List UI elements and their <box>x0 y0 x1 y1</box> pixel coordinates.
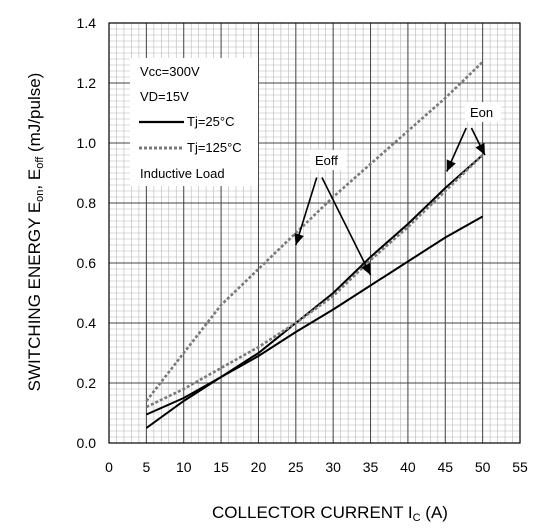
x-axis-title-units: (A) <box>421 503 448 522</box>
eoff-arrow-left-shaft <box>295 177 318 246</box>
y-tick-label: 1.4 <box>77 15 97 31</box>
series-line-0 <box>145 154 484 429</box>
y-tick-label: 0.2 <box>77 375 97 391</box>
legend-vcc: Vcc=300V <box>140 64 200 79</box>
series-line-1 <box>145 215 484 416</box>
eoff-arrow-right-shaft <box>321 177 372 276</box>
tick-labels: 0 5 10 15 20 25 30 35 40 45 50 55 0.0 0.2 0.4 0.6 0.8 1.0… <box>77 15 528 475</box>
x-tick-label: 35 <box>363 459 379 475</box>
legend: Vcc=300V VD=15V Tj=25°C Tj=125°C Inducti… <box>130 58 258 186</box>
x-tick-label: 20 <box>251 459 267 475</box>
eoff-label-background <box>310 150 346 170</box>
eon-annotation: Eon <box>465 102 501 122</box>
y-axis-title-a-subscript: on <box>34 190 46 202</box>
x-tick-label: 30 <box>325 459 341 475</box>
y-tick-label: 0.8 <box>77 195 97 211</box>
y-tick-label: 0.6 <box>77 255 97 271</box>
series-line-3 <box>145 61 484 402</box>
legend-tj25: Tj=25°C <box>187 114 234 129</box>
x-axis-title-subscript: C <box>413 512 421 524</box>
eon-arrow-left-head <box>446 159 456 172</box>
x-axis-title: COLLECTOR CURRENT IC (A) <box>212 503 448 524</box>
plot-frame <box>108 22 521 444</box>
legend-vd: VD=15V <box>140 89 189 104</box>
x-tick-label: 55 <box>512 459 528 475</box>
y-axis-title-a: SWITCHING ENERGY E <box>25 202 44 392</box>
y-axis-title-b-subscript: off <box>34 156 46 169</box>
legend-inductive-load: Inductive Load <box>140 166 225 181</box>
eoff-arrow-left-head <box>294 233 304 245</box>
series-line-2 <box>145 154 484 409</box>
y-tick-label: 1.2 <box>77 75 97 91</box>
y-axis-title-b: , E <box>25 169 44 190</box>
eon-label-background <box>465 102 501 122</box>
annotation-arrows <box>294 127 486 276</box>
y-tick-label: 1.0 <box>77 135 97 151</box>
y-axis-title: SWITCHING ENERGY Eon, Eoff (mJ/pulse) <box>25 73 46 392</box>
legend-tj125: Tj=125°C <box>187 140 242 155</box>
x-axis-title-main: COLLECTOR CURRENT I <box>212 503 413 522</box>
eoff-arrow-right-head <box>361 262 371 275</box>
y-tick-label: 0.0 <box>77 435 97 451</box>
x-tick-label: 10 <box>176 459 192 475</box>
x-tick-label: 40 <box>400 459 416 475</box>
eoff-label: Eoff <box>315 153 338 168</box>
eoff-annotation: Eoff <box>310 150 346 170</box>
eon-arrow-right-head <box>475 142 485 155</box>
y-axis-title-units: (mJ/pulse) <box>25 73 44 157</box>
x-tick-label: 15 <box>213 459 229 475</box>
eon-label: Eon <box>470 105 493 120</box>
y-tick-label: 0.4 <box>77 315 97 331</box>
series-layer <box>145 61 484 429</box>
x-tick-label: 25 <box>288 459 304 475</box>
x-tick-label: 5 <box>142 459 150 475</box>
x-tick-label: 45 <box>437 459 453 475</box>
x-tick-label: 0 <box>105 459 113 475</box>
x-tick-label: 50 <box>475 459 491 475</box>
